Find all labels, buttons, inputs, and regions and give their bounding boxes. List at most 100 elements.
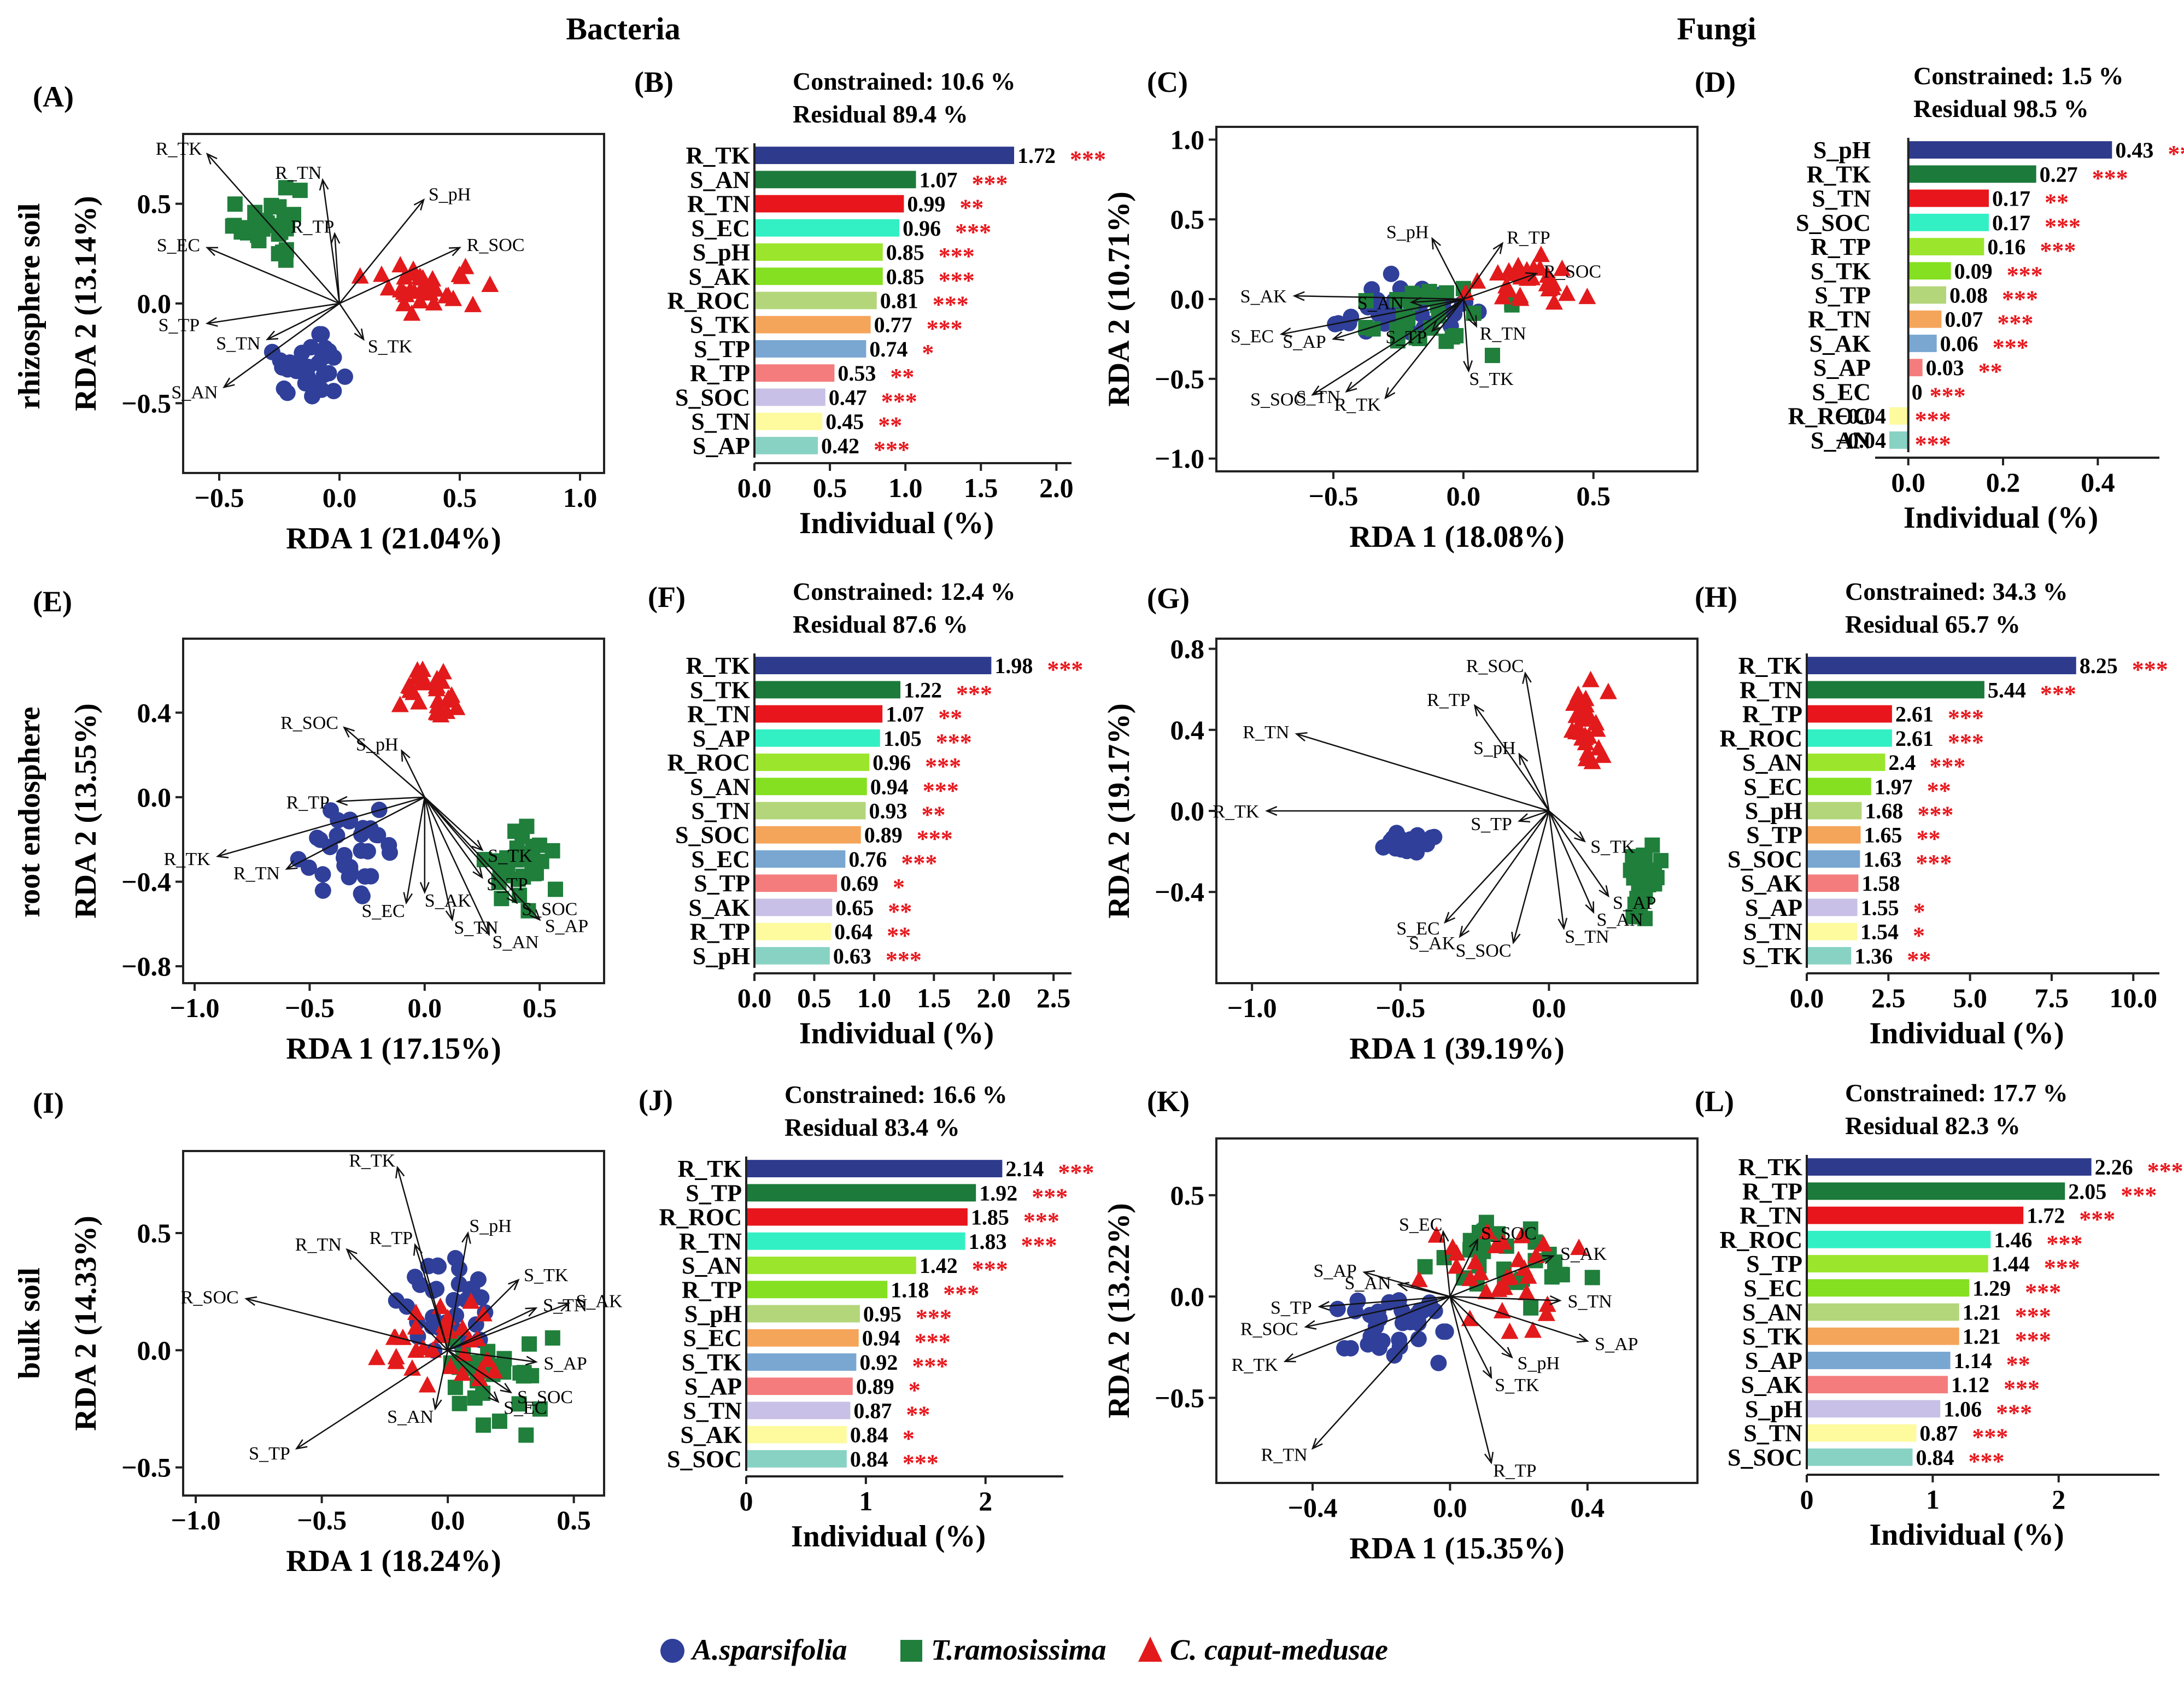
sample-point: [448, 698, 466, 715]
significance-label: ***: [1021, 1232, 1057, 1259]
bar: [1908, 335, 1937, 352]
env-vector-label: R_TK: [349, 1151, 395, 1171]
bar-value-label: 1.42: [920, 1253, 958, 1278]
x-tick-label: 0.0: [1532, 992, 1566, 1023]
sample-point: [1570, 1239, 1588, 1255]
significance-label: ***: [955, 219, 991, 246]
panel-label: (C): [1147, 66, 1188, 98]
significance-label: ***: [1997, 310, 2033, 337]
y-tick-label: −0.4: [1155, 877, 1204, 907]
sample-point: [391, 696, 409, 712]
bar-value-label: 0.84: [850, 1423, 888, 1447]
env-vector: [1459, 810, 1550, 937]
bar-category-label: S_pH: [684, 1301, 742, 1328]
y-tick-label: 0.8: [1170, 634, 1205, 664]
env-vector-arrow: [1265, 806, 1278, 816]
bar-category-label: S_TN: [1743, 1420, 1802, 1447]
sample-point: [407, 1318, 425, 1335]
rda-plot: R_SOCS_pHR_TPR_TKR_TNS_ECS_AKS_TNS_ANS_T…: [69, 638, 605, 1066]
y-tick-label: 0.0: [1170, 1281, 1205, 1312]
env-vector-arrow: [395, 1165, 405, 1178]
bar: [1807, 657, 2076, 675]
env-vector-arrow: [471, 839, 484, 851]
bar-category-label: S_AN: [1811, 427, 1871, 454]
env-vector-label: R_TP: [1507, 227, 1550, 248]
env-vector-arrow: [206, 153, 218, 165]
env-vector-arrow: [285, 860, 298, 870]
env-vector: [1431, 299, 1464, 332]
env-vector: [1411, 298, 1463, 303]
bar-value-label: 1.12: [1951, 1372, 1989, 1397]
env-vector: [1385, 299, 1464, 399]
x-tick-label: 0.5: [443, 482, 477, 513]
sample-point: [1444, 1238, 1462, 1255]
env-vector: [414, 1245, 449, 1351]
env-vector-arrow: [401, 749, 411, 762]
bar-value-label: 1.29: [1972, 1276, 2011, 1300]
residual-label: Residual 89.4 %: [793, 100, 968, 128]
env-vector-label: S_AP: [1313, 1261, 1356, 1281]
bar-value-label: 0.92: [859, 1350, 898, 1375]
significance-label: ***: [881, 388, 917, 414]
bar: [1908, 189, 1989, 207]
bar-category-label: S_EC: [1743, 773, 1802, 800]
sample-point: [1430, 1354, 1447, 1371]
sample-point: [411, 291, 429, 308]
env-vector-label: S_AK: [576, 1292, 623, 1312]
sample-point: [399, 1298, 415, 1315]
x-tick-label: 2.0: [976, 983, 1011, 1013]
sample-point: [1435, 1323, 1452, 1340]
sample-point: [447, 1250, 464, 1267]
bar-category-label: S_TP: [1746, 822, 1802, 849]
bar: [754, 898, 833, 916]
sample-point: [1461, 1269, 1479, 1286]
bar-value-label: 0.89: [856, 1374, 894, 1399]
env-vector-label: S_AN: [387, 1407, 434, 1427]
sample-point: [424, 1341, 442, 1358]
sample-point: [1417, 1259, 1433, 1275]
env-vector-label: S_EC: [1396, 919, 1439, 939]
bar-value-label: 0.42: [821, 434, 859, 458]
env-vector-label: S_TK: [1590, 837, 1635, 857]
x-tick-label: 0: [740, 1486, 753, 1516]
sample-point: [1425, 289, 1441, 305]
sample-point: [264, 197, 279, 213]
significance-label: **: [1907, 947, 1931, 973]
sample-point: [1578, 288, 1596, 305]
env-vector-arrow: [1409, 296, 1422, 307]
env-vector: [1319, 1295, 1450, 1307]
env-vector: [338, 303, 365, 340]
sample-point: [1426, 828, 1443, 845]
sample-point: [438, 1309, 456, 1325]
bar-category-label: R_TN: [679, 1228, 742, 1255]
y-tick-label: −0.8: [121, 951, 171, 982]
bar-category-label: R_TN: [1808, 306, 1871, 333]
bar: [1807, 705, 1892, 723]
bar: [1807, 1158, 2092, 1176]
x-tick-label: 0.5: [523, 992, 557, 1023]
bar-value-label: 0.69: [840, 871, 879, 896]
bar: [1807, 1303, 1959, 1321]
plot-frame: [182, 1150, 605, 1497]
env-vector-arrow: [1492, 242, 1504, 254]
sample-point: [1487, 1236, 1505, 1253]
bar-value-label: 0.65: [835, 895, 874, 920]
bar: [754, 364, 835, 382]
significance-label: ***: [2168, 141, 2184, 167]
env-vector: [447, 1307, 537, 1351]
env-vector-label: S_AN: [171, 382, 218, 402]
sample-point: [481, 276, 499, 293]
sample-point: [292, 183, 308, 198]
sample-point: [304, 388, 321, 405]
sample-point: [1410, 1330, 1427, 1347]
bar-category-label: S_pH: [693, 239, 750, 266]
significance-label: ***: [2040, 237, 2076, 264]
column-title-fungi: Fungi: [1677, 11, 1756, 46]
env-vector-arrow: [1525, 272, 1538, 282]
plot-frame: [182, 133, 605, 474]
y-tick-label: −0.5: [1155, 1382, 1204, 1413]
env-vector: [1449, 1296, 1492, 1378]
x-tick-label: 2.5: [1871, 983, 1906, 1013]
y-tick-label: −0.4: [121, 866, 171, 897]
x-axis-label: Individual (%): [791, 1520, 986, 1553]
